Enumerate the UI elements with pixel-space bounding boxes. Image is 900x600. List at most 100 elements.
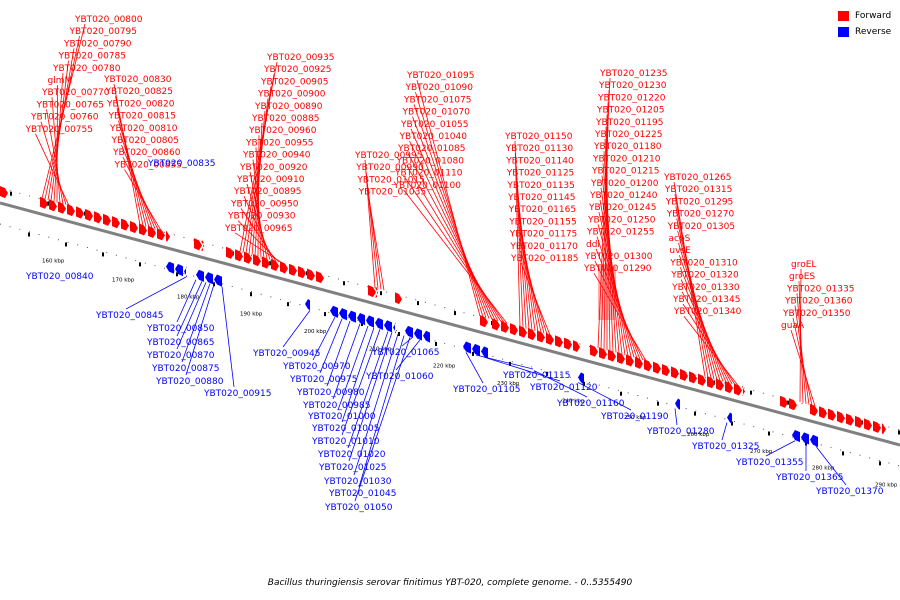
forward-leader-line [409, 140, 496, 321]
forward-gene-arrow [121, 218, 129, 231]
forward-gene-label: YBT020_01360 [784, 297, 853, 307]
forward-gene-label: YBT020_01330 [671, 283, 740, 293]
forward-gene-arrow [519, 325, 527, 338]
reverse-tick-mark [213, 282, 215, 287]
forward-gene-label: YBT020_00940 [242, 151, 311, 161]
forward-gene-arrow [828, 408, 836, 421]
reverse-gene-label: YBT020_00975 [289, 375, 357, 385]
reverse-tick-mark [842, 451, 844, 456]
forward-leader-line [121, 144, 156, 229]
forward-gene-label: YBT020_01295 [665, 197, 733, 207]
reverse-gene-arrow [463, 341, 471, 354]
forward-gene-label: YBT020_01070 [402, 108, 471, 118]
reverse-leader-line [358, 335, 405, 488]
forward-gene-arrow [635, 356, 643, 369]
reverse-gene-label: YBT020_00835 [147, 159, 215, 169]
reverse-tick-mark [102, 252, 104, 257]
reverse-tick-mark [435, 341, 437, 346]
forward-gene-arrow [846, 413, 854, 426]
forward-gene-arrow [882, 423, 886, 435]
reverse-gene-label: YBT020_01025 [318, 463, 386, 473]
forward-gene-arrow [546, 332, 554, 345]
forward-gene-arrow [253, 254, 261, 267]
forward-gene-arrow [564, 337, 572, 350]
forward-gene-label: YBT020_01290 [583, 264, 652, 274]
forward-gene-label: YBT020_01210 [592, 154, 661, 164]
forward-leader-line [46, 109, 64, 205]
forward-gene-label: YBT020_01165 [508, 205, 576, 215]
forward-gene-arrow [698, 373, 706, 386]
forward-leader-line [234, 232, 283, 264]
forward-gene-label: YBT020_01100 [393, 181, 462, 191]
forward-leader-line [599, 199, 629, 356]
genome-caption: Bacillus thuringiensis serovar finitimus… [267, 578, 633, 588]
reverse-leader-line [176, 282, 207, 350]
forward-leader-line [597, 224, 635, 358]
forward-gene-label: YBT020_01215 [591, 167, 659, 177]
forward-leader-line [595, 248, 641, 360]
forward-leader-line [514, 140, 521, 327]
forward-gene-label: YBT020_01130 [505, 144, 574, 154]
reverse-leader-line [326, 320, 351, 387]
reverse-gene-label: YBT020_01120 [529, 383, 598, 393]
reverse-gene-arrow [810, 434, 818, 447]
reverse-gene-label: YBT020_01000 [307, 412, 376, 422]
forward-gene-label: ddl [586, 240, 600, 250]
scale-tick-label: 290 kbp [875, 482, 898, 488]
forward-tick-mark [787, 400, 789, 405]
forward-gene-label: YBT020_00790 [63, 39, 132, 49]
forward-gene-arrow [368, 284, 376, 298]
forward-gene-label: acpS [669, 234, 691, 244]
reverse-gene-label: YBT020_01030 [323, 477, 392, 487]
forward-leader-line [598, 212, 632, 357]
forward-gene-label: YBT020_01055 [400, 120, 468, 130]
forward-gene-label: YBT020_01265 [663, 173, 731, 183]
reverse-gene-label: YBT020_01115 [502, 371, 570, 381]
reverse-gene-arrow [472, 343, 480, 357]
reverse-gene-label: YBT020_01325 [691, 442, 759, 452]
forward-gene-arrow [573, 340, 580, 352]
reverse-gene-arrow [205, 272, 213, 285]
forward-leader-line [364, 159, 376, 288]
forward-gene-arrow [148, 225, 156, 238]
forward-gene-label: YBT020_00960 [248, 126, 317, 136]
forward-gene-label: uvsE [669, 246, 691, 256]
reverse-gene-arrow [578, 372, 584, 385]
reverse-leader-line [176, 281, 203, 337]
reverse-gene-label: YBT020_01105 [452, 385, 520, 395]
forward-gene-arrow [608, 349, 616, 362]
forward-gene-label: YBT020_01180 [593, 142, 662, 152]
forward-gene-arrow [644, 359, 652, 372]
reverse-leader-line [465, 352, 484, 384]
forward-gene-arrow [40, 196, 48, 209]
reverse-leader-line [341, 329, 381, 436]
reverse-tick-mark [287, 302, 289, 307]
forward-gene-label: YBT020_00805 [111, 136, 179, 146]
forward-gene-label: groEL [791, 260, 816, 270]
forward-leader-line [53, 72, 64, 202]
forward-gene-arrow [157, 228, 165, 241]
forward-gene-arrow [555, 335, 563, 348]
legend-forward-swatch [838, 11, 849, 21]
forward-gene-label: YBT020_01135 [506, 181, 574, 191]
reverse-gene-label: YBT020_01370 [815, 487, 884, 497]
reverse-tick-mark [546, 371, 548, 376]
forward-gene-arrow [716, 378, 724, 391]
forward-gene-label: guaA [781, 321, 805, 331]
scale-tick-label: 250 kbp [624, 415, 647, 421]
forward-gene-arrow [235, 249, 243, 262]
forward-gene-label: YBT020_01110 [394, 169, 463, 179]
reverse-gene-arrow [196, 269, 204, 282]
reverse-gene-arrow [393, 322, 396, 334]
forward-gene-label: YBT020_01200 [590, 179, 659, 189]
reverse-leader-line [674, 408, 678, 426]
forward-gene-arrow [194, 238, 202, 251]
reverse-leader-line [221, 286, 235, 388]
forward-gene-label: YBT020_01155 [508, 217, 576, 227]
scale-tick-label: 280 kbp [812, 465, 835, 471]
scale-tick-label: 180 kbp [177, 295, 200, 301]
forward-gene-label: YBT020_01305 [667, 222, 735, 232]
forward-leader-line [415, 92, 484, 317]
reverse-gene-label: YBT020_01010 [311, 437, 380, 447]
